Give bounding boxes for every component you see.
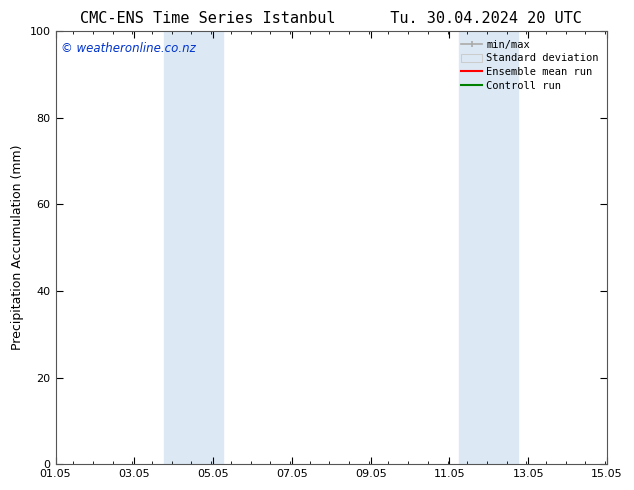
Legend: min/max, Standard deviation, Ensemble mean run, Controll run: min/max, Standard deviation, Ensemble me…	[458, 37, 602, 94]
Bar	[460, 31, 519, 464]
Text: © weatheronline.co.nz: © weatheronline.co.nz	[61, 42, 196, 55]
Bar	[164, 31, 223, 464]
Y-axis label: Precipitation Accumulation (mm): Precipitation Accumulation (mm)	[11, 145, 24, 350]
Title: CMC-ENS Time Series Istanbul      Tu. 30.04.2024 20 UTC: CMC-ENS Time Series Istanbul Tu. 30.04.2…	[81, 11, 582, 26]
